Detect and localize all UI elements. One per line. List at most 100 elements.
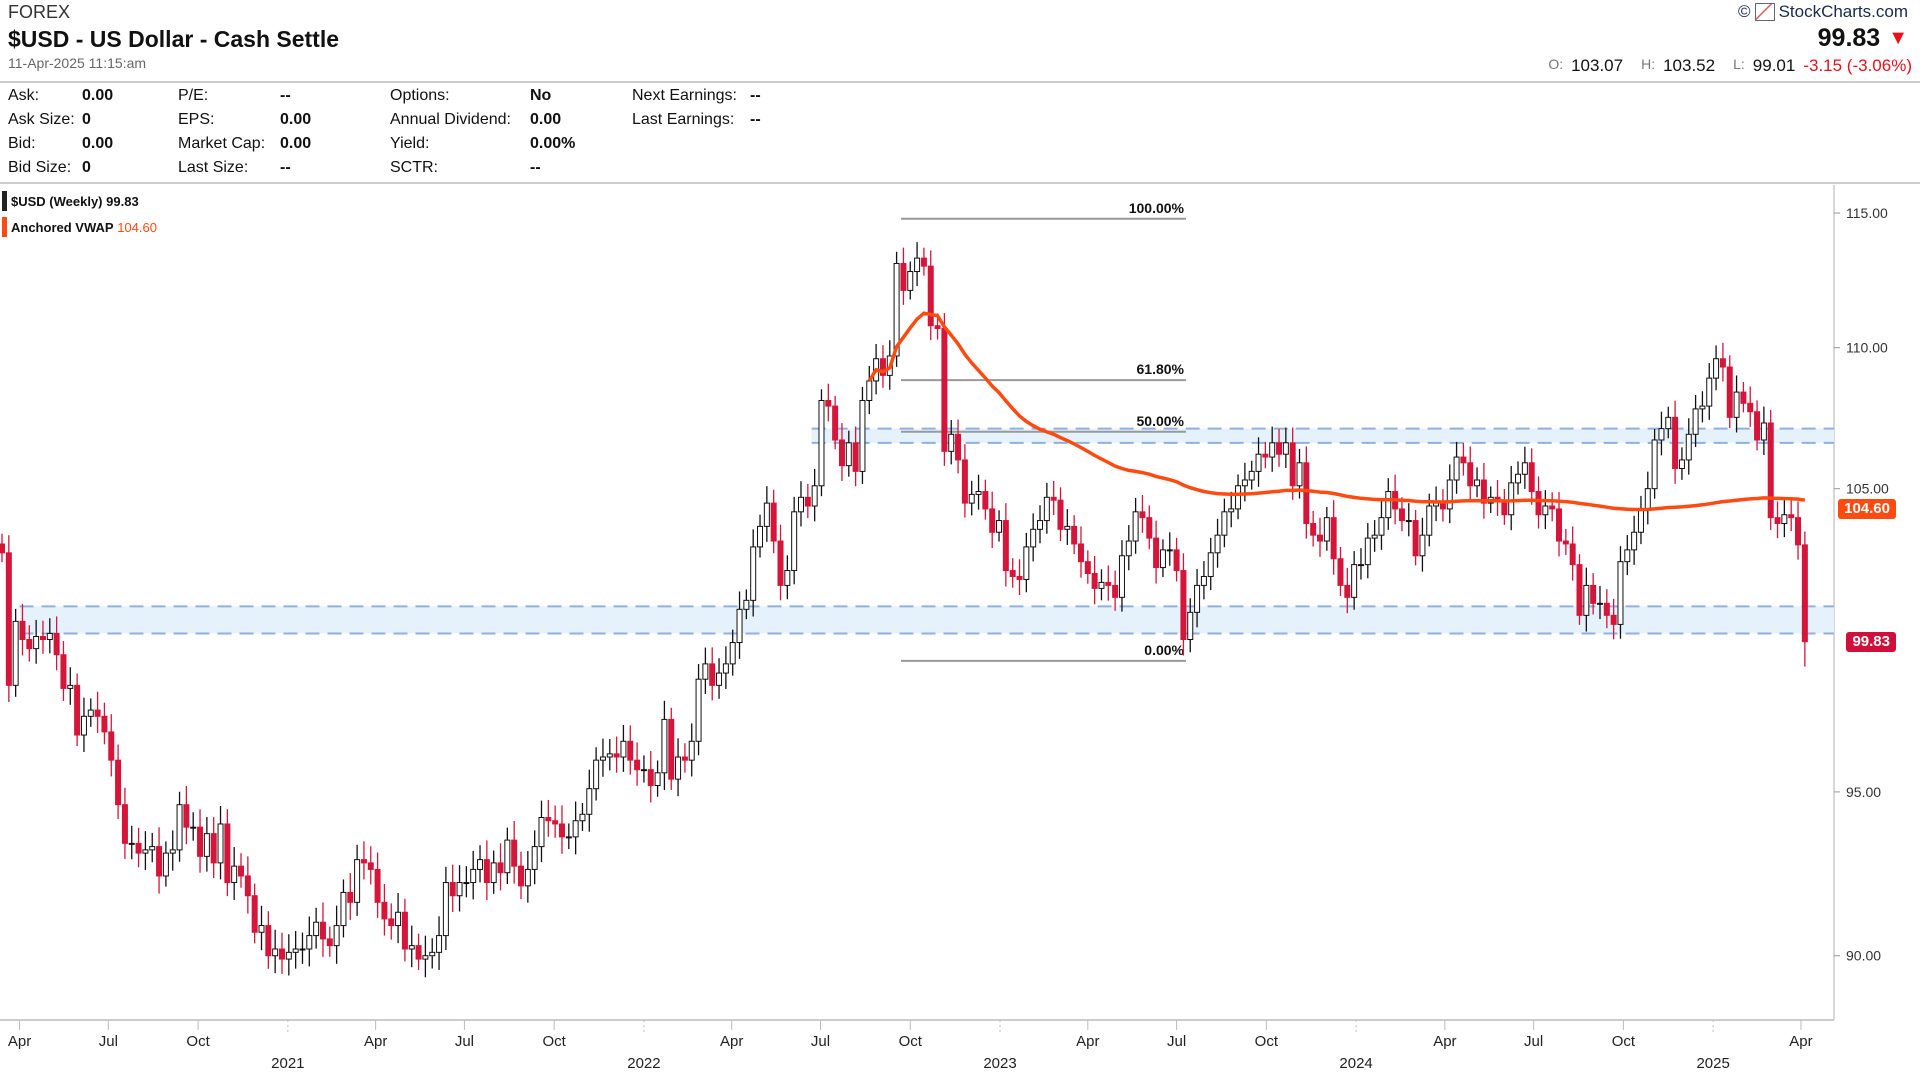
candle-body (552, 820, 559, 825)
candle (1200, 561, 1207, 600)
candle (832, 395, 839, 450)
candle (948, 419, 955, 465)
candle-body (866, 380, 873, 401)
x-year-label: 2021 (271, 1055, 304, 1072)
candle (1153, 520, 1160, 584)
candle-body (1255, 453, 1262, 472)
candle (197, 809, 204, 873)
brand-name: StockCharts.com (1778, 2, 1908, 21)
candle-body (996, 520, 1003, 533)
candle (94, 691, 101, 733)
candle-body (46, 632, 53, 641)
candle-body (1562, 540, 1569, 545)
candle (579, 802, 586, 831)
candle-body (490, 862, 497, 884)
candle (531, 830, 538, 885)
candle-body (1200, 575, 1207, 586)
stockcharts-logo-icon (1754, 3, 1775, 21)
candle (1760, 406, 1767, 455)
candle (1678, 447, 1685, 480)
candle-body (203, 833, 210, 857)
candle (518, 851, 525, 900)
candle-body (893, 262, 900, 357)
candle-body (463, 882, 470, 885)
candle (26, 625, 33, 662)
candle (101, 702, 108, 745)
candle (1692, 394, 1699, 448)
candle (716, 658, 723, 699)
info-label: Next Earnings: (632, 87, 737, 104)
open-label: O: (1548, 56, 1564, 72)
candle (825, 383, 832, 422)
candle (436, 916, 443, 970)
candle-body (128, 842, 135, 845)
candle (661, 700, 668, 790)
legend-vwap: Anchored VWAP 104.60 (2, 214, 157, 240)
candle-body (1105, 581, 1112, 586)
candle (620, 724, 627, 772)
candle-body (367, 862, 374, 870)
info-value: 0 (82, 159, 91, 176)
candle (750, 529, 757, 617)
candle-body (1706, 377, 1713, 407)
candle-body (538, 817, 545, 848)
candle (1665, 406, 1672, 439)
x-tick-label: Oct (186, 1033, 210, 1050)
candle (1235, 474, 1242, 520)
candle (292, 931, 299, 969)
candle (558, 805, 565, 854)
candle-body (1549, 505, 1556, 510)
candle (1788, 499, 1795, 532)
candle-body (347, 891, 354, 903)
candle-body (518, 865, 525, 887)
candle-body (401, 911, 408, 950)
candle (1562, 528, 1569, 555)
y-tick-label: 90.00 (1846, 948, 1881, 964)
candle (1747, 386, 1754, 427)
candle-body (1084, 561, 1091, 575)
candle-body (292, 948, 299, 953)
candle-body (927, 265, 934, 327)
info-label: Market Cap: (178, 135, 266, 152)
candle-body (224, 823, 231, 884)
x-tick-label: Apr (1076, 1033, 1099, 1050)
candle-body (934, 325, 941, 329)
candle (845, 430, 852, 477)
candle (1569, 526, 1576, 581)
candle (490, 850, 497, 894)
candle (996, 510, 1003, 542)
info-value: 0.00% (530, 135, 576, 152)
candle (1050, 480, 1057, 516)
candle-body (60, 654, 67, 689)
candle (429, 938, 436, 969)
candle (1023, 532, 1030, 593)
info-value: 0.00 (280, 135, 312, 152)
brand[interactable]: © StockCharts.com (1738, 2, 1908, 22)
candle-body (1781, 514, 1788, 524)
info-label: Last Size: (178, 159, 249, 176)
candle (0, 533, 5, 563)
candle (1740, 382, 1747, 413)
info-label: EPS: (178, 111, 215, 128)
high-value: 103.52 (1663, 56, 1716, 75)
candle (1706, 363, 1713, 420)
candle (251, 883, 258, 944)
x-tick-label: Oct (1255, 1033, 1279, 1050)
candle (176, 791, 183, 862)
candle (333, 905, 340, 964)
candle-body (1795, 517, 1802, 546)
candle-body (1282, 442, 1289, 455)
candle-body (599, 756, 606, 761)
candle (675, 738, 682, 797)
candle-body (914, 257, 921, 273)
ohlc-summary: O: 103.07 H: 103.52 L: 99.01 -3.15 (-3.06%) (1538, 56, 1912, 76)
candle-body (217, 823, 224, 864)
candle (784, 555, 791, 600)
candle (1398, 497, 1405, 532)
info-value: -- (750, 87, 761, 104)
candle-body (654, 772, 661, 787)
candle (46, 618, 53, 654)
candle-body (87, 709, 94, 717)
candle-body (729, 642, 736, 665)
